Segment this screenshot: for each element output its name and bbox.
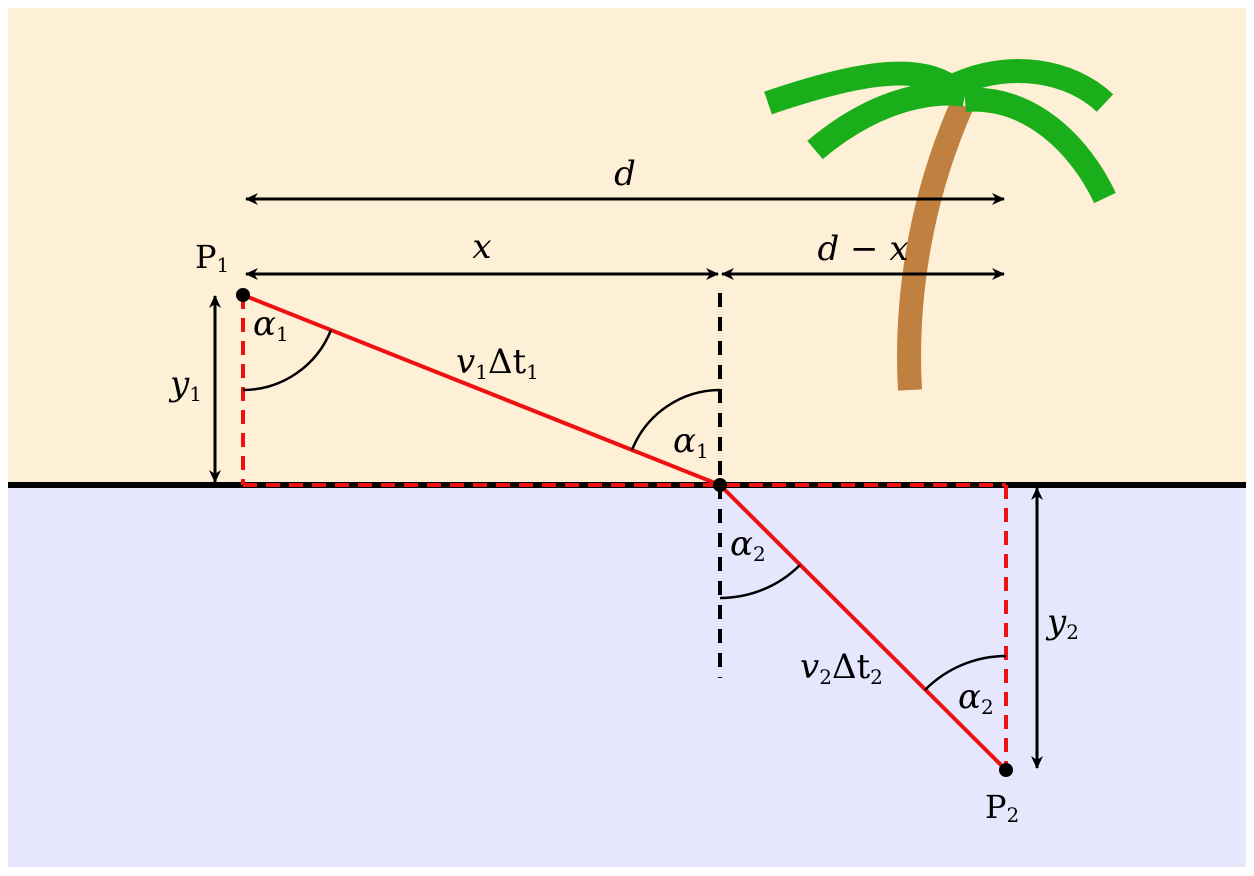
point-center	[713, 478, 727, 492]
palm-leaf-4	[964, 87, 1116, 204]
label-p2: P2	[985, 788, 1019, 827]
label-y1: y1	[168, 364, 202, 406]
angle-arc-alpha2-right	[924, 654, 1007, 691]
label-v2-dt2: v2Δt2	[800, 647, 883, 689]
label-d-minus-x: d − x	[817, 229, 908, 269]
path-segment-water	[718, 483, 1008, 772]
label-alpha1-center: α1	[673, 421, 709, 463]
angle-arc-alpha1-center	[630, 388, 721, 451]
palm-trunk	[897, 100, 973, 391]
angle-arc-alpha1-left	[242, 329, 333, 392]
angle-arc-alpha2-center	[719, 564, 801, 600]
point-p2	[999, 763, 1013, 777]
label-d: d	[614, 154, 636, 194]
palm-leaf-2	[807, 81, 968, 160]
palm-tree-icon	[764, 59, 1116, 391]
label-alpha2-right: α2	[958, 677, 994, 719]
label-v1-dt1: v1Δt1	[456, 342, 539, 384]
label-alpha2-center: α2	[730, 524, 766, 566]
palm-leaf-3	[950, 59, 1114, 113]
label-y2: y2	[1045, 602, 1079, 644]
water-region	[8, 485, 1246, 867]
label-alpha1-left: α1	[253, 304, 289, 346]
path-segment-land	[242, 293, 721, 487]
point-p1	[236, 288, 250, 302]
label-x: x	[472, 227, 491, 267]
palm-leaf-1	[764, 61, 963, 115]
label-p1: P1	[195, 238, 229, 277]
